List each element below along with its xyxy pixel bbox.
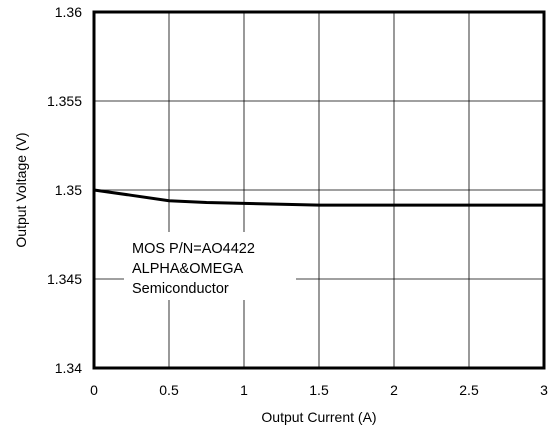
annotation-line: Semiconductor (132, 281, 229, 297)
x-tick-label: 1 (240, 382, 248, 398)
y-tick-label: 1.345 (47, 271, 82, 287)
x-tick-label: 1.5 (309, 382, 329, 398)
annotation-box (124, 232, 296, 300)
x-tick-label: 2.5 (459, 382, 479, 398)
y-tick-labels: 1.36 1.355 1.35 1.345 1.34 (47, 4, 82, 376)
annotation-line: ALPHA&OMEGA (132, 261, 244, 277)
x-tick-label: 3 (540, 382, 548, 398)
y-tick-label: 1.355 (47, 93, 82, 109)
x-tick-label: 2 (390, 382, 398, 398)
x-tick-labels: 0 0.5 1 1.5 2 2.5 3 (90, 382, 548, 398)
y-tick-label: 1.35 (55, 182, 82, 198)
x-axis-title: Output Current (A) (261, 409, 376, 425)
annotation: MOS P/N=AO4422 ALPHA&OMEGA Semiconductor (132, 241, 255, 297)
series-line (93, 188, 544, 207)
y-tick-label: 1.34 (55, 360, 82, 376)
x-tick-label: 0 (90, 382, 98, 398)
y-axis-title: Output Voltage (V) (13, 132, 29, 247)
annotation-line: MOS P/N=AO4422 (132, 241, 255, 257)
y-tick-label: 1.36 (55, 4, 82, 20)
grid-lines (94, 12, 544, 368)
x-tick-label: 0.5 (159, 382, 179, 398)
